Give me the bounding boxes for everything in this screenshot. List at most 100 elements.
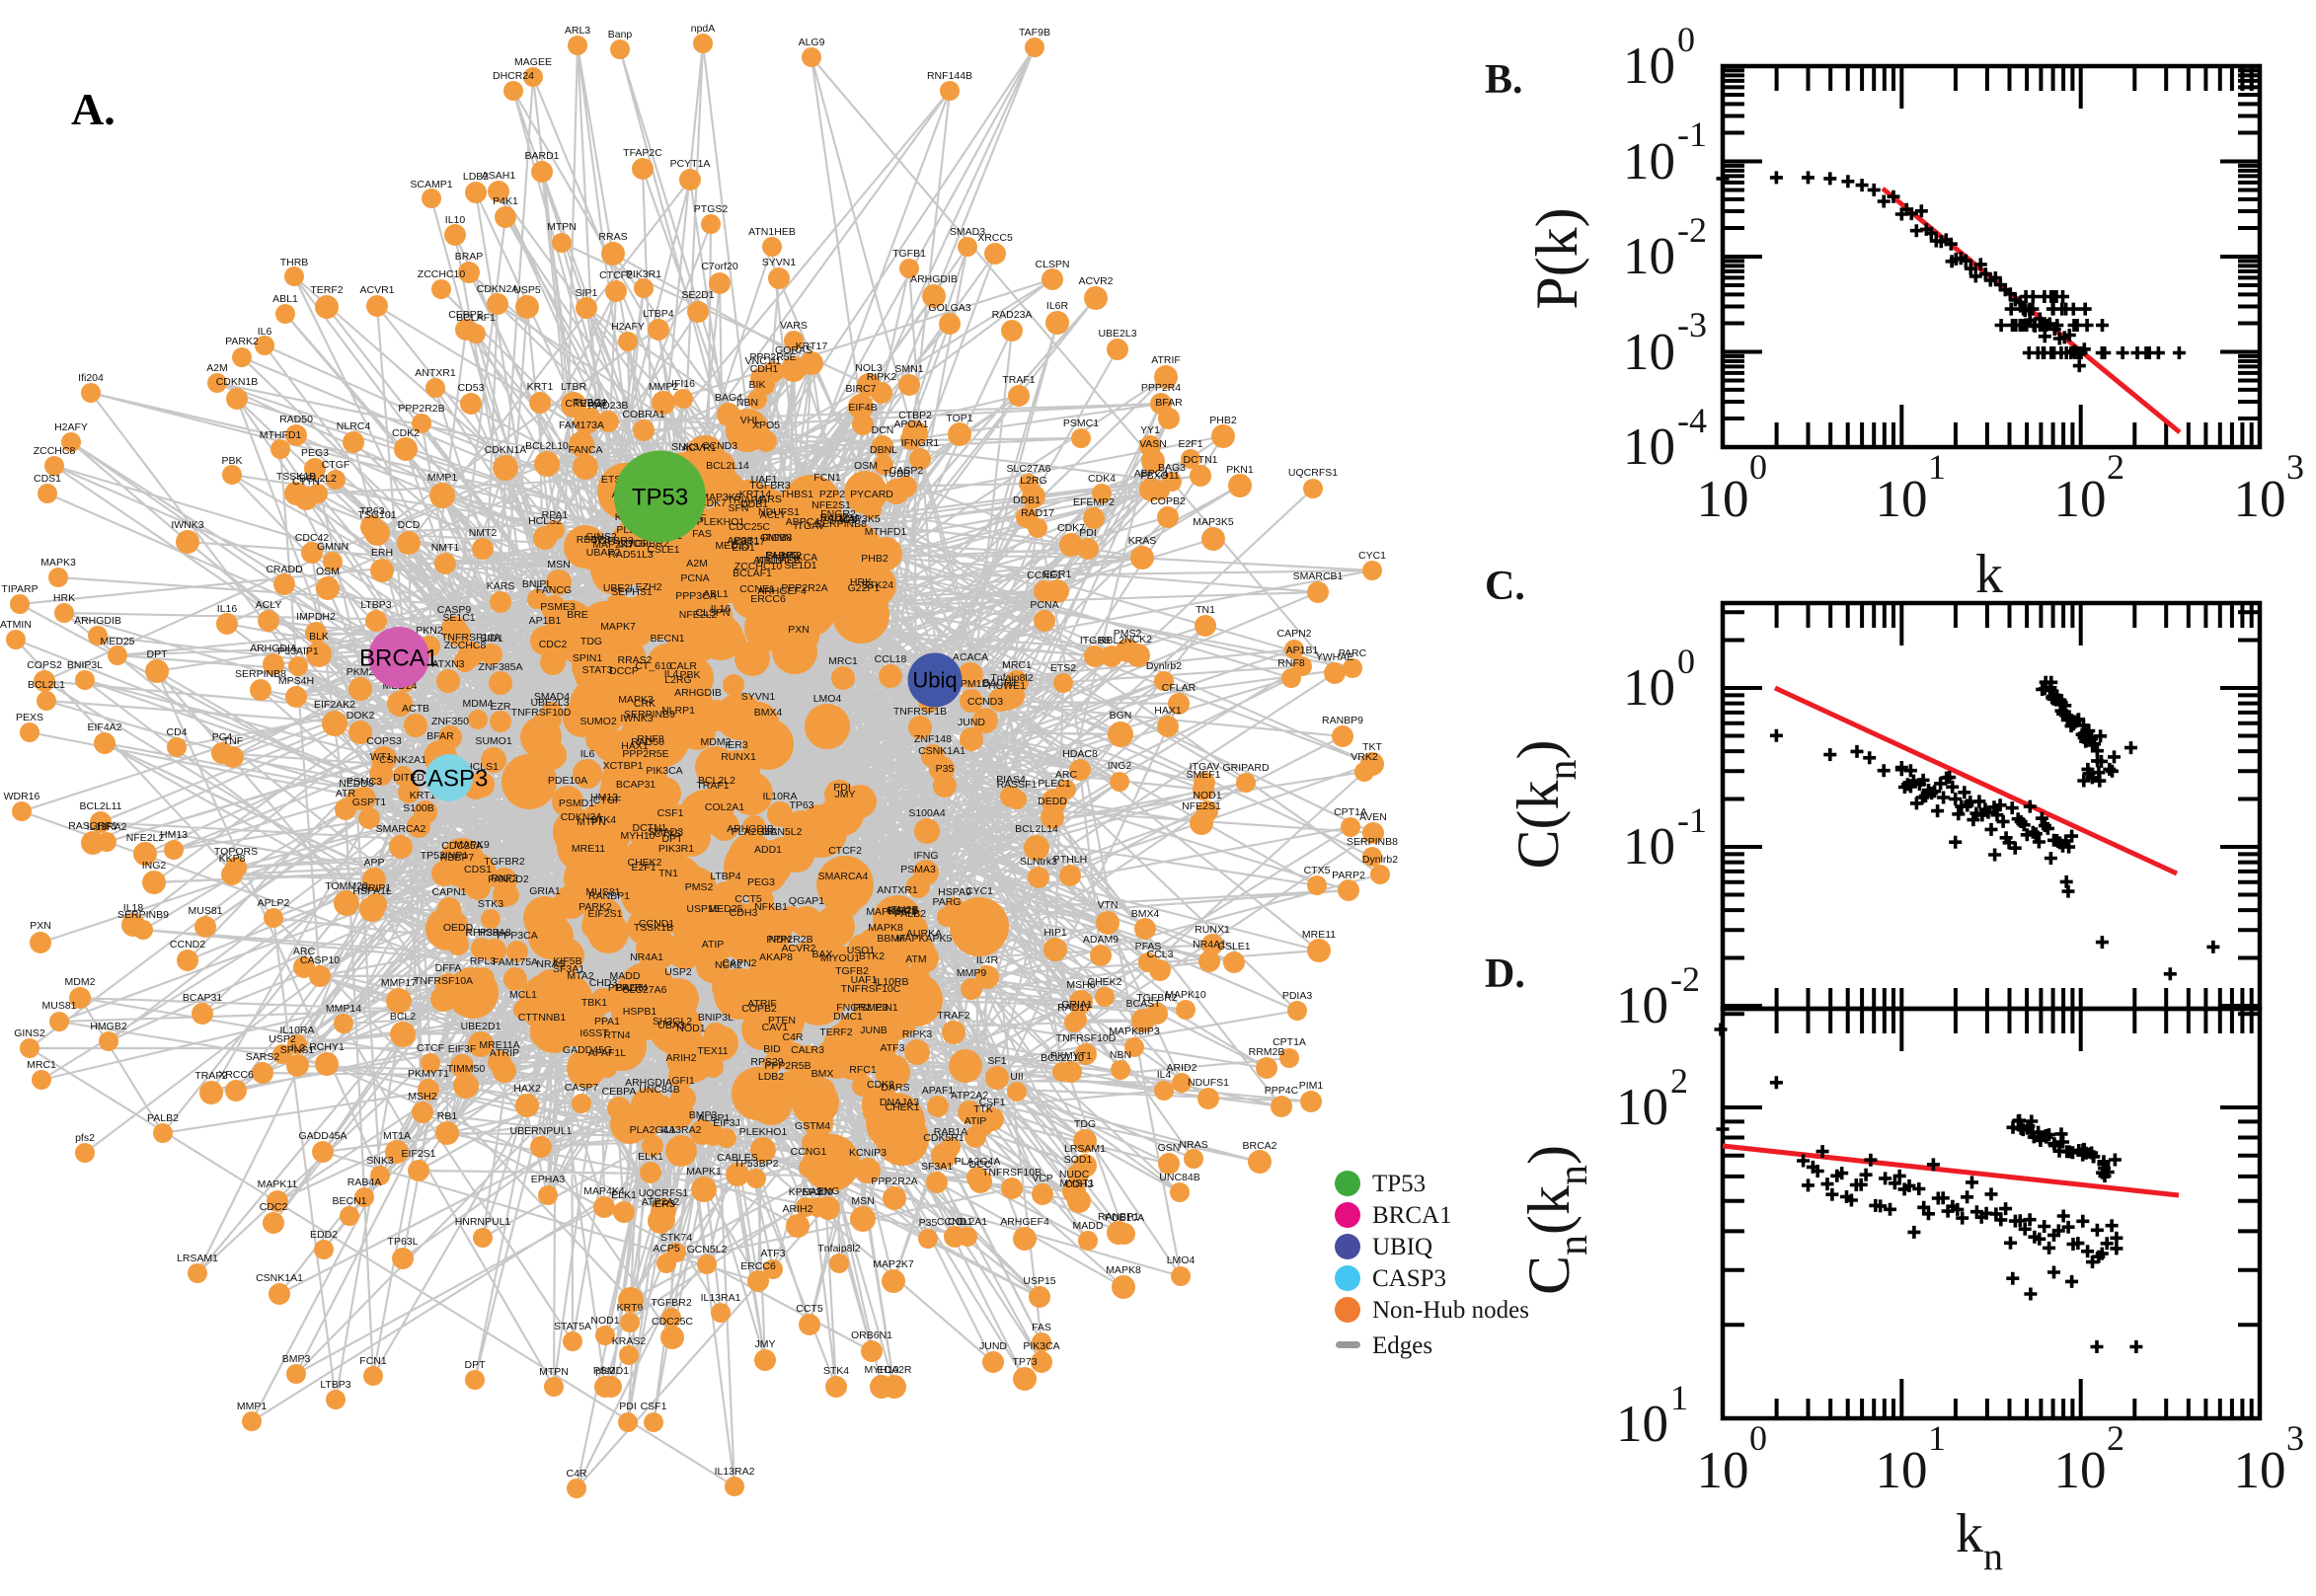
svg-text:10: 10	[1616, 977, 1668, 1034]
svg-text:PPP2R2A: PPP2R2A	[871, 1176, 917, 1187]
svg-text:RFC1: RFC1	[849, 1064, 877, 1076]
svg-text:IWNK3: IWNK3	[171, 519, 203, 531]
svg-text:GFI1: GFI1	[671, 1075, 694, 1087]
svg-text:VARS: VARS	[780, 320, 808, 332]
svg-text:ATRIF: ATRIF	[1151, 354, 1181, 366]
svg-text:BAG3: BAG3	[616, 982, 644, 994]
svg-text:ATRIP: ATRIP	[490, 1047, 519, 1059]
svg-text:2: 2	[2107, 447, 2124, 487]
svg-text:BRCA2: BRCA2	[1242, 1140, 1276, 1152]
svg-text:NR4A1: NR4A1	[630, 951, 663, 963]
svg-text:ARID2: ARID2	[1167, 1062, 1197, 1074]
svg-text:CSNK1A1: CSNK1A1	[256, 1272, 303, 1284]
svg-text:PXN: PXN	[788, 624, 810, 636]
svg-text:PCYT1A: PCYT1A	[670, 158, 711, 170]
svg-text:MAPK8IP3: MAPK8IP3	[1109, 1026, 1160, 1037]
svg-text:MED23: MED23	[715, 540, 749, 552]
svg-text:RIPK2: RIPK2	[867, 371, 897, 383]
svg-text:HIP1: HIP1	[1043, 927, 1067, 939]
svg-text:TRAF1: TRAF1	[696, 780, 729, 792]
svg-text:IER3: IER3	[652, 1198, 675, 1210]
svg-text:UBE2L3: UBE2L3	[1098, 328, 1136, 340]
svg-text:IL13RA2: IL13RA2	[715, 1466, 755, 1478]
svg-text:BECN1: BECN1	[650, 633, 684, 645]
svg-text:PPP2R2B: PPP2R2B	[766, 934, 812, 946]
svg-text:BCL2: BCL2	[390, 1011, 416, 1023]
svg-text:S100B: S100B	[403, 802, 434, 814]
svg-text:MYH10: MYH10	[620, 830, 655, 842]
svg-text:BFAR: BFAR	[426, 730, 454, 742]
svg-text:UAF1: UAF1	[751, 474, 778, 486]
svg-text:COL2A1: COL2A1	[948, 1216, 987, 1228]
svg-text:MMP9: MMP9	[957, 967, 986, 979]
svg-text:TGFB1: TGFB1	[892, 248, 926, 260]
svg-text:PARK2: PARK2	[225, 336, 259, 347]
svg-text:ARHGEF4: ARHGEF4	[1000, 1216, 1049, 1228]
svg-text:CCND2: CCND2	[170, 939, 205, 950]
svg-text:DITED: DITED	[393, 772, 425, 784]
svg-text:MTPN: MTPN	[577, 816, 606, 828]
svg-text:DPT: DPT	[147, 648, 169, 660]
svg-text:RASGRF1: RASGRF1	[68, 820, 117, 832]
svg-text:PTGS2: PTGS2	[694, 203, 729, 215]
svg-text:TTK: TTK	[973, 1103, 993, 1115]
svg-text:P35: P35	[936, 763, 955, 775]
svg-text:CCNE1: CCNE1	[1027, 570, 1062, 581]
svg-text:DFFA: DFFA	[435, 962, 462, 974]
svg-text:EZH2: EZH2	[636, 581, 662, 593]
svg-text:-1: -1	[1677, 114, 1707, 154]
svg-text:PARP2: PARP2	[1332, 870, 1365, 881]
svg-text:SLNtrk3: SLNtrk3	[1020, 856, 1057, 868]
svg-text:PIAS4: PIAS4	[996, 774, 1026, 786]
svg-text:LTBR: LTBR	[561, 381, 586, 393]
svg-text:0: 0	[1749, 1418, 1767, 1458]
svg-text:IL10RB: IL10RB	[874, 976, 908, 988]
svg-text:CTX5: CTX5	[1304, 865, 1331, 876]
svg-text:USP5: USP5	[513, 284, 541, 296]
svg-text:APOA1: APOA1	[893, 418, 928, 430]
svg-text:G22P1: G22P1	[848, 582, 881, 594]
svg-text:BCAP31: BCAP31	[616, 779, 656, 791]
svg-text:SMARCA2: SMARCA2	[376, 823, 426, 835]
svg-text:CCNG1: CCNG1	[791, 1146, 827, 1158]
svg-text:P(k): P(k)	[1524, 207, 1589, 309]
svg-text:MAP3K5: MAP3K5	[839, 513, 881, 525]
svg-text:FAS: FAS	[692, 528, 712, 540]
svg-text:AP1B1: AP1B1	[1286, 645, 1319, 656]
svg-text:CFLAR: CFLAR	[1162, 682, 1197, 694]
svg-text:MRE11: MRE11	[1302, 929, 1336, 941]
svg-text:ORB6N1: ORB6N1	[851, 1330, 892, 1341]
svg-text:PZP2: PZP2	[819, 489, 845, 500]
svg-text:BRCA1: BRCA1	[359, 645, 438, 671]
svg-text:GOLGA3: GOLGA3	[928, 302, 970, 314]
svg-text:CSNK1A1: CSNK1A1	[918, 745, 965, 757]
svg-text:PDI: PDI	[619, 1401, 637, 1412]
svg-text:CCT5: CCT5	[796, 1303, 823, 1315]
svg-text:ITM2B: ITM2B	[888, 904, 919, 916]
svg-text:PPP2R2A: PPP2R2A	[781, 582, 827, 594]
svg-text:ACVR2: ACVR2	[1078, 275, 1113, 287]
svg-text:IL4R: IL4R	[976, 954, 999, 966]
svg-text:NMT2: NMT2	[469, 527, 498, 539]
svg-text:IL4: IL4	[1157, 1069, 1172, 1081]
svg-text:HMGB2: HMGB2	[90, 1021, 127, 1032]
svg-text:HRK: HRK	[53, 592, 75, 604]
svg-text:RANBP9: RANBP9	[1322, 715, 1363, 726]
svg-text:BCL2L2: BCL2L2	[299, 473, 337, 485]
svg-text:BLK: BLK	[309, 631, 329, 643]
svg-text:NOD1: NOD1	[590, 1315, 619, 1327]
svg-text:ATM: ATM	[905, 953, 926, 965]
svg-text:10: 10	[1623, 228, 1675, 285]
svg-text:MUS81: MUS81	[188, 905, 222, 917]
svg-text:TNFRSF1B: TNFRSF1B	[893, 706, 947, 718]
svg-text:PPP2R5E: PPP2R5E	[622, 748, 668, 760]
svg-text:GSN: GSN	[1158, 1142, 1181, 1154]
svg-text:-4: -4	[1677, 401, 1707, 440]
svg-text:YY1: YY1	[1140, 424, 1160, 436]
svg-text:MYST1: MYST1	[1059, 1178, 1094, 1189]
svg-text:SMEF1: SMEF1	[1186, 769, 1220, 781]
svg-text:USO1: USO1	[847, 945, 876, 956]
svg-text:PLEKHO1: PLEKHO1	[739, 1126, 788, 1138]
svg-text:ITGAV: ITGAV	[1190, 761, 1220, 773]
svg-text:Non-Hub nodes: Non-Hub nodes	[1372, 1297, 1529, 1324]
